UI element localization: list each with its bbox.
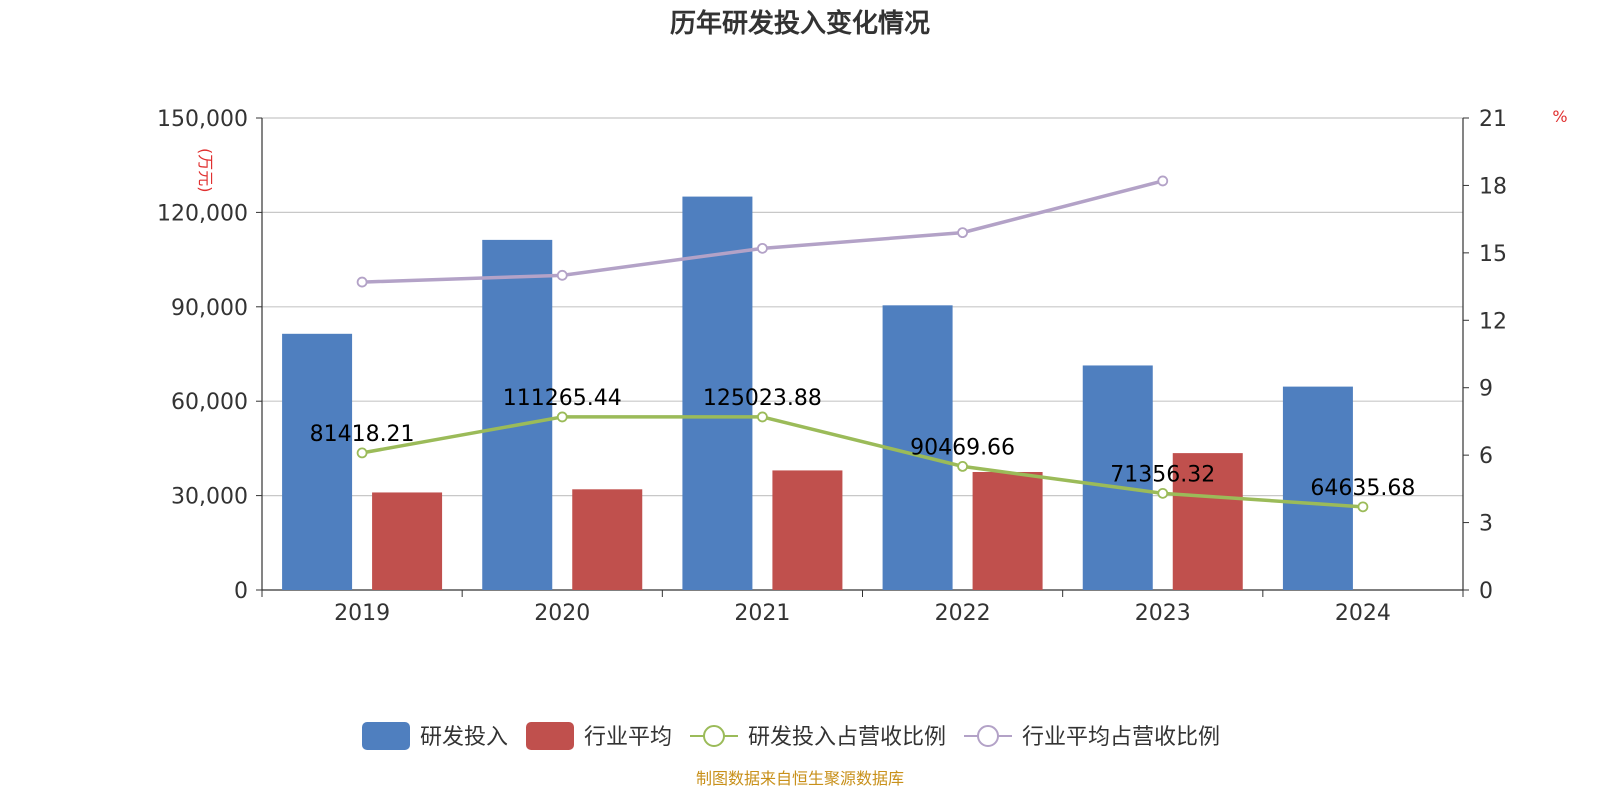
left-tick-label: 30,000 — [171, 485, 248, 510]
gridlines — [262, 117, 1463, 497]
left-tick-label: 0 — [234, 579, 248, 604]
bars-layer — [282, 196, 1353, 590]
right-tick-label: 0 — [1479, 579, 1493, 604]
legend-label: 行业平均 — [584, 725, 672, 750]
axes: 0 30,000 60,000 90,000 120,000 150,000 0 3 6 9 12 1… — [157, 107, 1507, 626]
right-tick-label: 9 — [1479, 377, 1493, 402]
right-tick-label: 6 — [1479, 444, 1493, 469]
legend-label: 研发投入 — [420, 725, 508, 750]
left-axis-unit: (万元) — [196, 148, 215, 193]
x-tick-label: 2023 — [1135, 601, 1191, 626]
bar-industry-average — [972, 472, 1043, 590]
point-rd-ratio — [957, 460, 968, 472]
data-label: 90469.66 — [910, 435, 1015, 460]
lines-layer — [356, 175, 1369, 513]
line-rd-ratio — [361, 415, 1364, 509]
point-rd-ratio — [1357, 501, 1369, 513]
left-tick-label: 120,000 — [157, 201, 248, 226]
x-tick-label: 2021 — [734, 601, 790, 626]
bar-industry-average — [772, 470, 843, 590]
bar-industry-average — [372, 492, 443, 590]
right-tick-label: 18 — [1479, 174, 1507, 199]
x-tick-label: 2019 — [334, 601, 390, 626]
chart-title: 历年研发投入变化情况 — [670, 8, 930, 39]
line-industry-ratio — [362, 179, 1164, 284]
legend-swatch-bar — [526, 722, 574, 750]
legend-swatch-marker — [977, 725, 999, 747]
point-industry-ratio — [1157, 175, 1169, 187]
source-note: 制图数据来自恒生聚源数据库 — [696, 769, 904, 788]
bar-rd-investment — [282, 333, 353, 590]
right-tick-label: 15 — [1479, 242, 1507, 267]
right-tick-label: 21 — [1479, 107, 1507, 132]
data-label: 81418.21 — [310, 422, 415, 447]
bar-rd-investment — [1082, 365, 1153, 590]
right-tick-label: 3 — [1479, 512, 1493, 537]
left-tick-label: 60,000 — [171, 390, 248, 415]
bar-industry-average — [572, 489, 643, 590]
legend: 研发投入 行业平均 研发投入占营收比例 行业平均占营收比例 — [362, 722, 1220, 750]
x-tick-label: 2022 — [935, 601, 991, 626]
left-tick-label: 90,000 — [171, 296, 248, 321]
legend-swatch-marker — [703, 725, 725, 747]
point-industry-ratio — [356, 276, 368, 288]
x-tick-label: 2024 — [1335, 601, 1391, 626]
point-industry-ratio — [757, 242, 768, 254]
point-rd-ratio — [757, 411, 768, 423]
right-axis-unit: % — [1552, 107, 1567, 126]
bar-rd-investment — [482, 239, 553, 590]
data-label: 71356.32 — [1110, 462, 1215, 487]
bar-rd-investment — [1282, 386, 1353, 590]
point-rd-ratio — [556, 411, 568, 423]
bar-industry-average — [1172, 453, 1243, 590]
x-tick-label: 2020 — [534, 601, 590, 626]
right-tick-label: 12 — [1479, 309, 1507, 334]
left-tick-label: 150,000 — [157, 107, 248, 132]
point-rd-ratio — [356, 447, 368, 459]
data-label: 111265.44 — [503, 386, 622, 411]
data-label: 125023.88 — [703, 386, 822, 411]
bar-rd-investment — [882, 305, 953, 590]
point-rd-ratio — [1157, 487, 1169, 499]
bar-rd-investment — [682, 196, 753, 590]
legend-label: 研发投入占营收比例 — [748, 725, 946, 750]
data-labels-layer: 81418.21 111265.44 125023.88 90469.66 71356.… — [310, 386, 1416, 501]
legend-swatch-bar — [362, 722, 410, 750]
point-industry-ratio — [556, 269, 568, 281]
data-label: 64635.68 — [1310, 476, 1415, 501]
point-industry-ratio — [957, 227, 968, 239]
legend-label: 行业平均占营收比例 — [1022, 725, 1220, 750]
